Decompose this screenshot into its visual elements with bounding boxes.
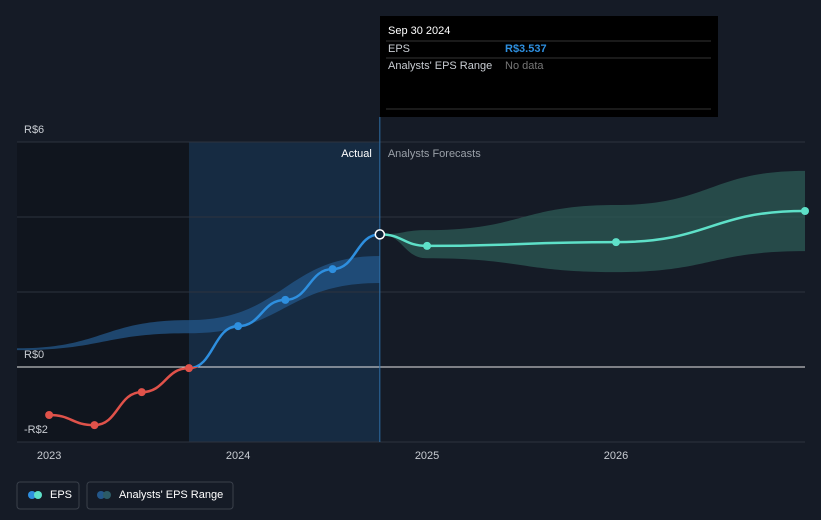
legend-swatch [103,491,111,499]
section-label: Analysts Forecasts [388,148,481,160]
eps-point [45,411,54,419]
section-label: Actual [341,148,372,160]
tooltip-label: EPS [388,43,410,55]
x-tick-label: 2026 [604,450,628,462]
x-tick-label: 2025 [415,450,439,462]
y-tick-label: -R$2 [24,424,48,436]
plot: R$6 R$0 -R$2 2023 2024 2025 2026 Actual Analysts… [17,117,809,462]
legend-swatch [97,491,105,499]
forecast-point [423,241,432,250]
x-tick-label: 2023 [37,450,61,462]
legend-item[interactable] [86,481,234,510]
range-band [379,170,805,273]
eps-point [184,364,193,373]
forecast-point [612,238,621,247]
legend-swatch [34,491,42,499]
legend-swatch [28,491,36,499]
eps-point [90,421,99,430]
legend-label: Analysts' EPS Range [119,489,223,501]
tooltip-date: Sep 30 2024 [388,25,450,37]
tooltip-label: Analysts' EPS Range [388,60,492,72]
eps-point [234,322,243,331]
y-tick-label: R$6 [24,124,44,136]
eps-point [281,295,290,304]
eps-point [328,265,337,274]
eps-point [374,229,386,240]
y-tick-label: R$0 [24,349,44,361]
forecast-line [379,209,806,248]
legend-label: EPS [50,489,72,501]
eps-point [137,388,146,397]
eps-line-negative [49,367,199,427]
tooltip-value: R$3.537 [505,43,547,55]
legend-item[interactable] [16,481,80,510]
forecast-point [801,207,809,215]
tooltip [380,16,718,117]
tooltip-value: No data [505,60,544,72]
x-tick-label: 2024 [226,450,250,462]
